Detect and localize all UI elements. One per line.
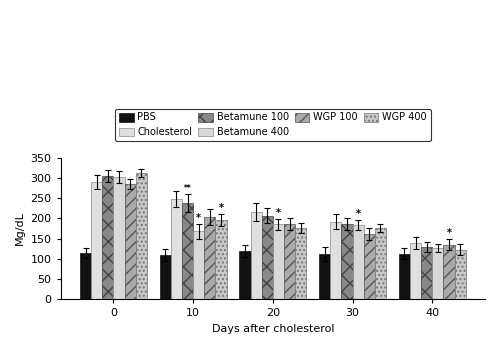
- Text: **: **: [184, 184, 192, 193]
- Bar: [342, 224, 352, 299]
- Text: *: *: [446, 228, 452, 238]
- Bar: [284, 224, 295, 299]
- Bar: [80, 253, 91, 299]
- Bar: [136, 173, 147, 299]
- Bar: [91, 182, 102, 299]
- Bar: [240, 251, 250, 299]
- Bar: [375, 228, 386, 299]
- Bar: [193, 231, 204, 299]
- Bar: [410, 243, 421, 299]
- Bar: [262, 216, 273, 299]
- Bar: [454, 250, 466, 299]
- Bar: [216, 220, 226, 299]
- Bar: [319, 254, 330, 299]
- X-axis label: Days after cholesterol: Days after cholesterol: [212, 324, 334, 334]
- Bar: [352, 225, 364, 299]
- Bar: [182, 203, 193, 299]
- Y-axis label: Mg/dL: Mg/dL: [15, 211, 25, 245]
- Legend: PBS, Cholesterol, Betamune 100, Betamune 400, WGP 100, WGP 400: PBS, Cholesterol, Betamune 100, Betamune…: [115, 109, 430, 141]
- Bar: [160, 255, 171, 299]
- Bar: [250, 212, 262, 299]
- Bar: [204, 217, 216, 299]
- Bar: [421, 247, 432, 299]
- Bar: [114, 177, 124, 299]
- Bar: [330, 222, 342, 299]
- Bar: [432, 247, 444, 299]
- Bar: [399, 254, 410, 299]
- Text: *: *: [356, 209, 360, 219]
- Bar: [364, 234, 375, 299]
- Bar: [102, 176, 114, 299]
- Text: *: *: [276, 208, 281, 217]
- Bar: [295, 228, 306, 299]
- Text: *: *: [196, 213, 201, 223]
- Bar: [124, 184, 136, 299]
- Bar: [444, 245, 454, 299]
- Bar: [273, 224, 284, 299]
- Text: *: *: [218, 203, 224, 213]
- Bar: [171, 199, 182, 299]
